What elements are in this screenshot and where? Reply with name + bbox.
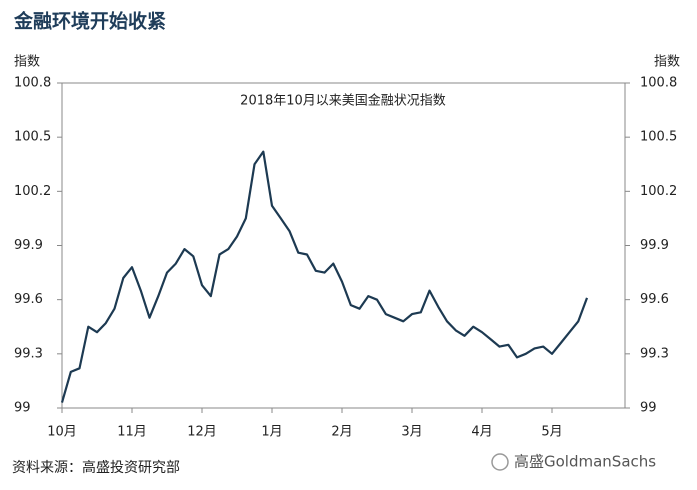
y2-tick-label: 100.2 xyxy=(640,184,677,199)
y2-tick-label: 99.3 xyxy=(640,346,669,361)
x-tick-label: 3月 xyxy=(401,425,422,440)
watermark: 高盛GoldmanSachs xyxy=(514,453,656,471)
chart-subtitle: 2018年10月以来美国金融状况指数 xyxy=(240,93,446,109)
y2-tick-label: 99 xyxy=(640,401,657,416)
x-tick-label: 10月 xyxy=(47,425,77,440)
data-line xyxy=(60,150,589,403)
y2-tick-label: 100.8 xyxy=(640,76,677,91)
y2-tick-label: 99.6 xyxy=(640,292,669,307)
y-tick-label: 99.3 xyxy=(14,346,43,361)
y-tick-label: 100.5 xyxy=(14,130,51,145)
y-tick-label: 99.6 xyxy=(14,292,43,307)
y-tick-label: 99.9 xyxy=(14,238,43,253)
y2-tick-label: 100.5 xyxy=(640,130,677,145)
chart-title: 金融环境开始收紧 xyxy=(13,10,166,33)
x-tick-label: 11月 xyxy=(117,425,147,440)
y-tick-label: 99 xyxy=(14,401,31,416)
x-tick-label: 4月 xyxy=(471,425,492,440)
y2-axis-label: 指数 xyxy=(654,55,680,70)
y-tick-label: 100.8 xyxy=(14,76,51,91)
y-axis-label: 指数 xyxy=(14,55,40,70)
x-tick-label: 5月 xyxy=(541,425,562,440)
y-tick-label: 100.2 xyxy=(14,184,51,199)
x-tick-label: 1月 xyxy=(261,425,282,440)
x-tick-label: 2月 xyxy=(331,425,352,440)
source-note: 资料来源：高盛投资研究部 xyxy=(12,459,180,476)
x-tick-label: 12月 xyxy=(187,425,217,440)
y2-tick-label: 99.9 xyxy=(640,238,669,253)
watermark-icon xyxy=(491,453,509,471)
